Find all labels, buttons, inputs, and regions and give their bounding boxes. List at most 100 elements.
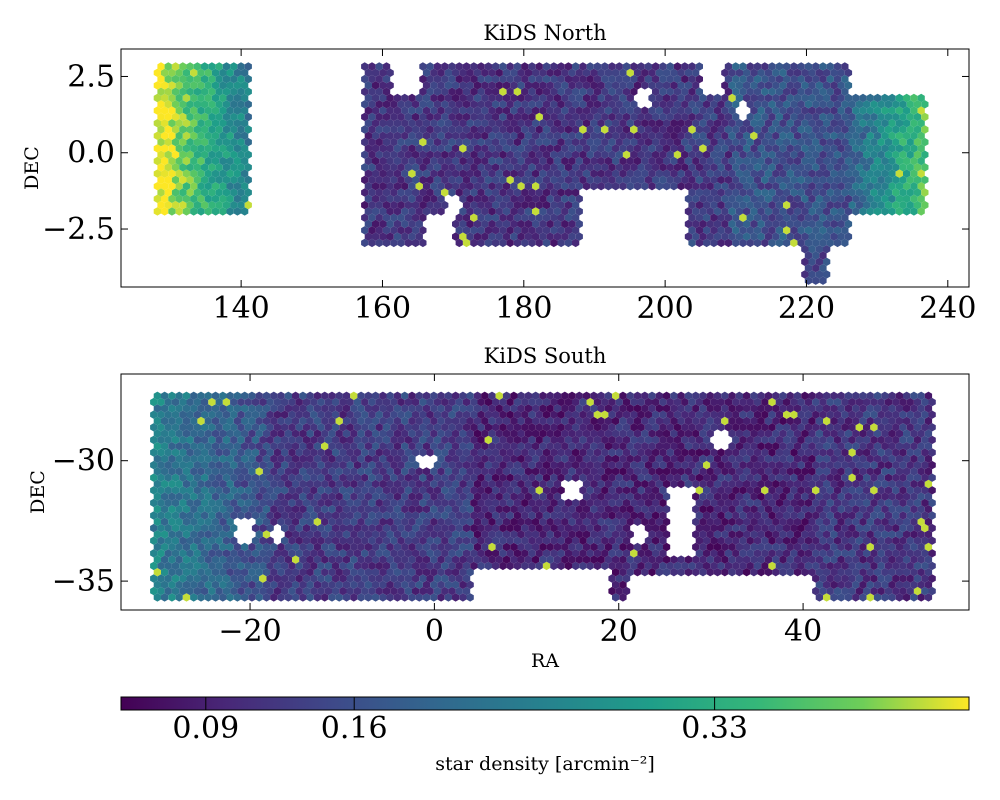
north-hexbin bbox=[677, 93, 685, 103]
north-hexbin bbox=[513, 87, 522, 96]
south-hexbin bbox=[582, 542, 591, 552]
south-hexbin bbox=[739, 511, 747, 520]
south-hexbin bbox=[437, 442, 445, 451]
north-hexbin bbox=[717, 213, 725, 222]
north-hexbin bbox=[819, 125, 827, 134]
north-hexbin bbox=[386, 219, 394, 229]
north-hexbin bbox=[739, 213, 747, 222]
south-hexbin bbox=[906, 486, 914, 495]
south-hexbin bbox=[859, 555, 867, 564]
north-hexbin bbox=[626, 156, 634, 166]
north-hexbin bbox=[448, 163, 456, 172]
north-hexbin bbox=[590, 106, 598, 115]
north-hexbin bbox=[368, 150, 376, 159]
north-hexbin bbox=[444, 68, 452, 77]
north-hexbin bbox=[855, 125, 863, 134]
north-hexbin bbox=[386, 144, 394, 153]
north-hexbin bbox=[542, 150, 551, 159]
south-hexbin bbox=[226, 530, 234, 539]
north-hexbin bbox=[812, 125, 820, 134]
south-hexbin bbox=[397, 423, 405, 432]
south-hexbin bbox=[233, 568, 241, 577]
south-hexbin bbox=[379, 568, 387, 577]
south-hexbin bbox=[153, 555, 161, 564]
south-hexbin bbox=[572, 536, 580, 545]
panel-south: KiDS South −20 0 20 40 −35−30 DEC RA bbox=[27, 344, 970, 672]
south-hexbin bbox=[412, 423, 420, 432]
north-hexbin bbox=[764, 144, 773, 153]
south-hexbin bbox=[841, 523, 849, 533]
south-hexbin bbox=[830, 492, 838, 501]
south-hexbin bbox=[921, 511, 929, 520]
north-hexbin bbox=[426, 188, 434, 197]
north-hexbin bbox=[713, 219, 722, 229]
north-hexbin bbox=[361, 200, 369, 210]
south-hexbin bbox=[557, 511, 565, 520]
north-hexbin bbox=[171, 200, 180, 210]
north-hexbin bbox=[546, 156, 554, 166]
north-hexbin bbox=[164, 175, 172, 185]
north-hexbin bbox=[368, 226, 376, 235]
south-hexbin bbox=[804, 549, 813, 558]
north-hexbin bbox=[401, 93, 409, 103]
north-hexbin bbox=[804, 188, 813, 197]
north-hexbin bbox=[215, 125, 223, 134]
north-hexbin bbox=[772, 169, 780, 178]
south-hexbin bbox=[317, 498, 325, 508]
north-hexbin bbox=[848, 112, 856, 122]
north-hexbin bbox=[517, 119, 525, 128]
north-hexbin bbox=[372, 131, 380, 140]
south-hexbin bbox=[222, 486, 231, 495]
south-hexbin bbox=[361, 586, 369, 596]
north-hexbin bbox=[466, 81, 474, 90]
south-hexbin bbox=[815, 555, 823, 564]
south-hexbin bbox=[550, 423, 558, 432]
north-hexbin bbox=[819, 74, 827, 84]
south-hexbin bbox=[208, 473, 216, 482]
north-hexbin bbox=[848, 163, 856, 172]
north-hexbin bbox=[761, 163, 769, 172]
north-hexbin bbox=[393, 219, 402, 229]
north-hexbin bbox=[477, 188, 485, 197]
south-hexbin bbox=[328, 505, 336, 514]
south-hexbin bbox=[713, 467, 722, 476]
south-hexbin bbox=[837, 479, 845, 489]
south-hexbin bbox=[913, 435, 922, 445]
south-hexbin bbox=[670, 479, 678, 489]
south-hexbin bbox=[404, 549, 412, 558]
south-hexbin bbox=[819, 586, 827, 596]
south-hexbin bbox=[717, 561, 725, 571]
north-hexbin bbox=[542, 112, 551, 122]
south-hexbin bbox=[161, 429, 169, 438]
south-hexbin bbox=[208, 435, 216, 445]
north-hexbin bbox=[513, 200, 522, 210]
north-hexbin bbox=[732, 188, 740, 197]
north-hexbin bbox=[157, 163, 165, 172]
south-hexbin bbox=[335, 442, 343, 451]
south-hexbin bbox=[390, 574, 398, 583]
south-hexbin bbox=[302, 586, 311, 596]
south-hexbin bbox=[292, 429, 300, 438]
north-hexbin bbox=[521, 226, 529, 235]
south-hexbin bbox=[310, 536, 318, 545]
south-hexbin bbox=[455, 473, 463, 482]
north-hexbin bbox=[372, 106, 380, 115]
south-hexbin bbox=[328, 492, 336, 501]
north-hexbin bbox=[553, 68, 562, 77]
south-hexbin bbox=[924, 580, 933, 589]
south-hexbin bbox=[190, 454, 198, 463]
south-hexbin bbox=[419, 586, 427, 596]
north-hexbin bbox=[230, 112, 238, 122]
south-hexbin bbox=[844, 505, 853, 514]
north-hexbin bbox=[171, 74, 180, 84]
south-hexbin bbox=[590, 442, 598, 451]
north-hexbin bbox=[473, 68, 482, 77]
south-hexbin bbox=[208, 460, 216, 470]
north-hexbin bbox=[604, 81, 612, 90]
north-hexbin bbox=[586, 87, 594, 96]
north-hexbin bbox=[903, 93, 911, 103]
south-hexbin bbox=[579, 435, 587, 445]
north-hexbin bbox=[721, 156, 729, 166]
north-hexbin bbox=[626, 119, 634, 128]
south-hexbin bbox=[379, 517, 387, 526]
